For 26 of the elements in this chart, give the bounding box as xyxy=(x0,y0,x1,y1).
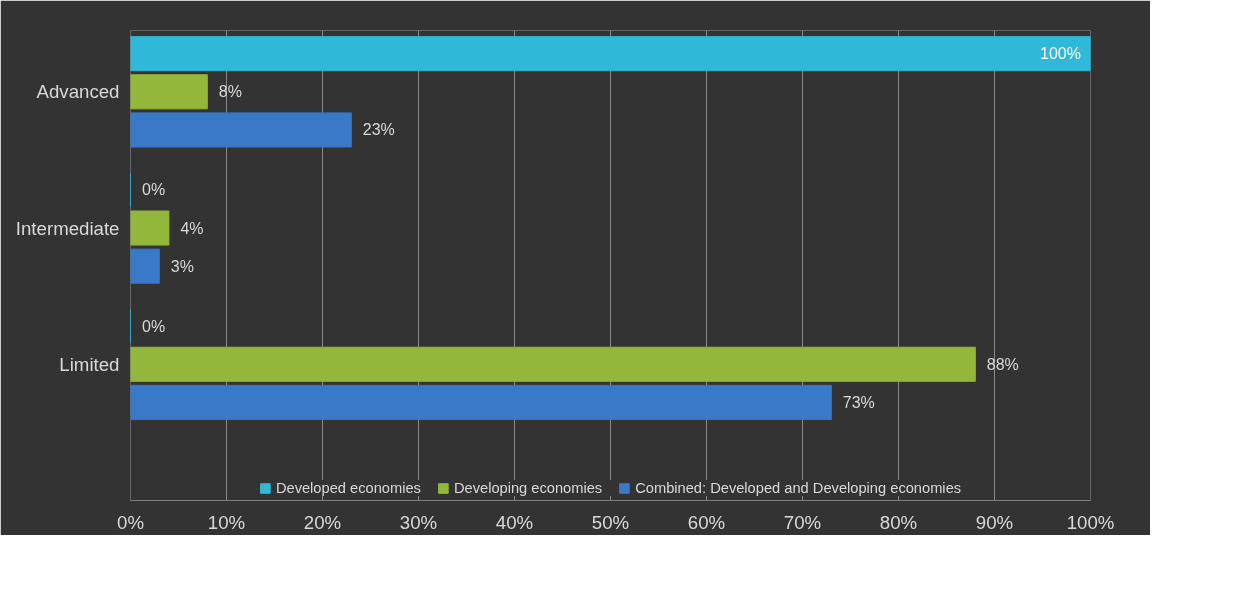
data-label: 0% xyxy=(142,317,166,335)
data-label: 3% xyxy=(170,257,194,275)
x-tick-label: 50% xyxy=(591,511,630,533)
y-tick-label: Intermediate xyxy=(15,217,120,239)
x-tick-label: 0% xyxy=(117,511,144,533)
data-label: 73% xyxy=(842,393,875,411)
x-tick-label: 30% xyxy=(399,511,438,533)
x-tick-label: 20% xyxy=(303,511,342,533)
data-label: 4% xyxy=(180,219,204,237)
x-tick-label: 10% xyxy=(207,511,246,533)
legend-label: Developing economies xyxy=(453,480,603,496)
x-tick-label: 90% xyxy=(975,511,1014,533)
x-tick-label: 70% xyxy=(783,511,822,533)
x-tick-label: 100% xyxy=(1066,511,1115,533)
data-label: 0% xyxy=(142,181,166,199)
data-label: 88% xyxy=(986,355,1019,373)
x-tick-label: 40% xyxy=(495,511,534,533)
x-tick-label: 60% xyxy=(687,511,726,533)
x-tick-label: 80% xyxy=(879,511,918,533)
y-tick-label: Advanced xyxy=(36,81,120,103)
data-label: 100% xyxy=(1039,45,1081,63)
y-tick-label: Limited xyxy=(59,353,120,375)
data-label: 23% xyxy=(362,121,395,139)
legend-label: Developed economies xyxy=(275,480,421,496)
data-label: 8% xyxy=(218,83,242,101)
legend-label: Combined: Developed and Developing economies xyxy=(635,480,962,496)
